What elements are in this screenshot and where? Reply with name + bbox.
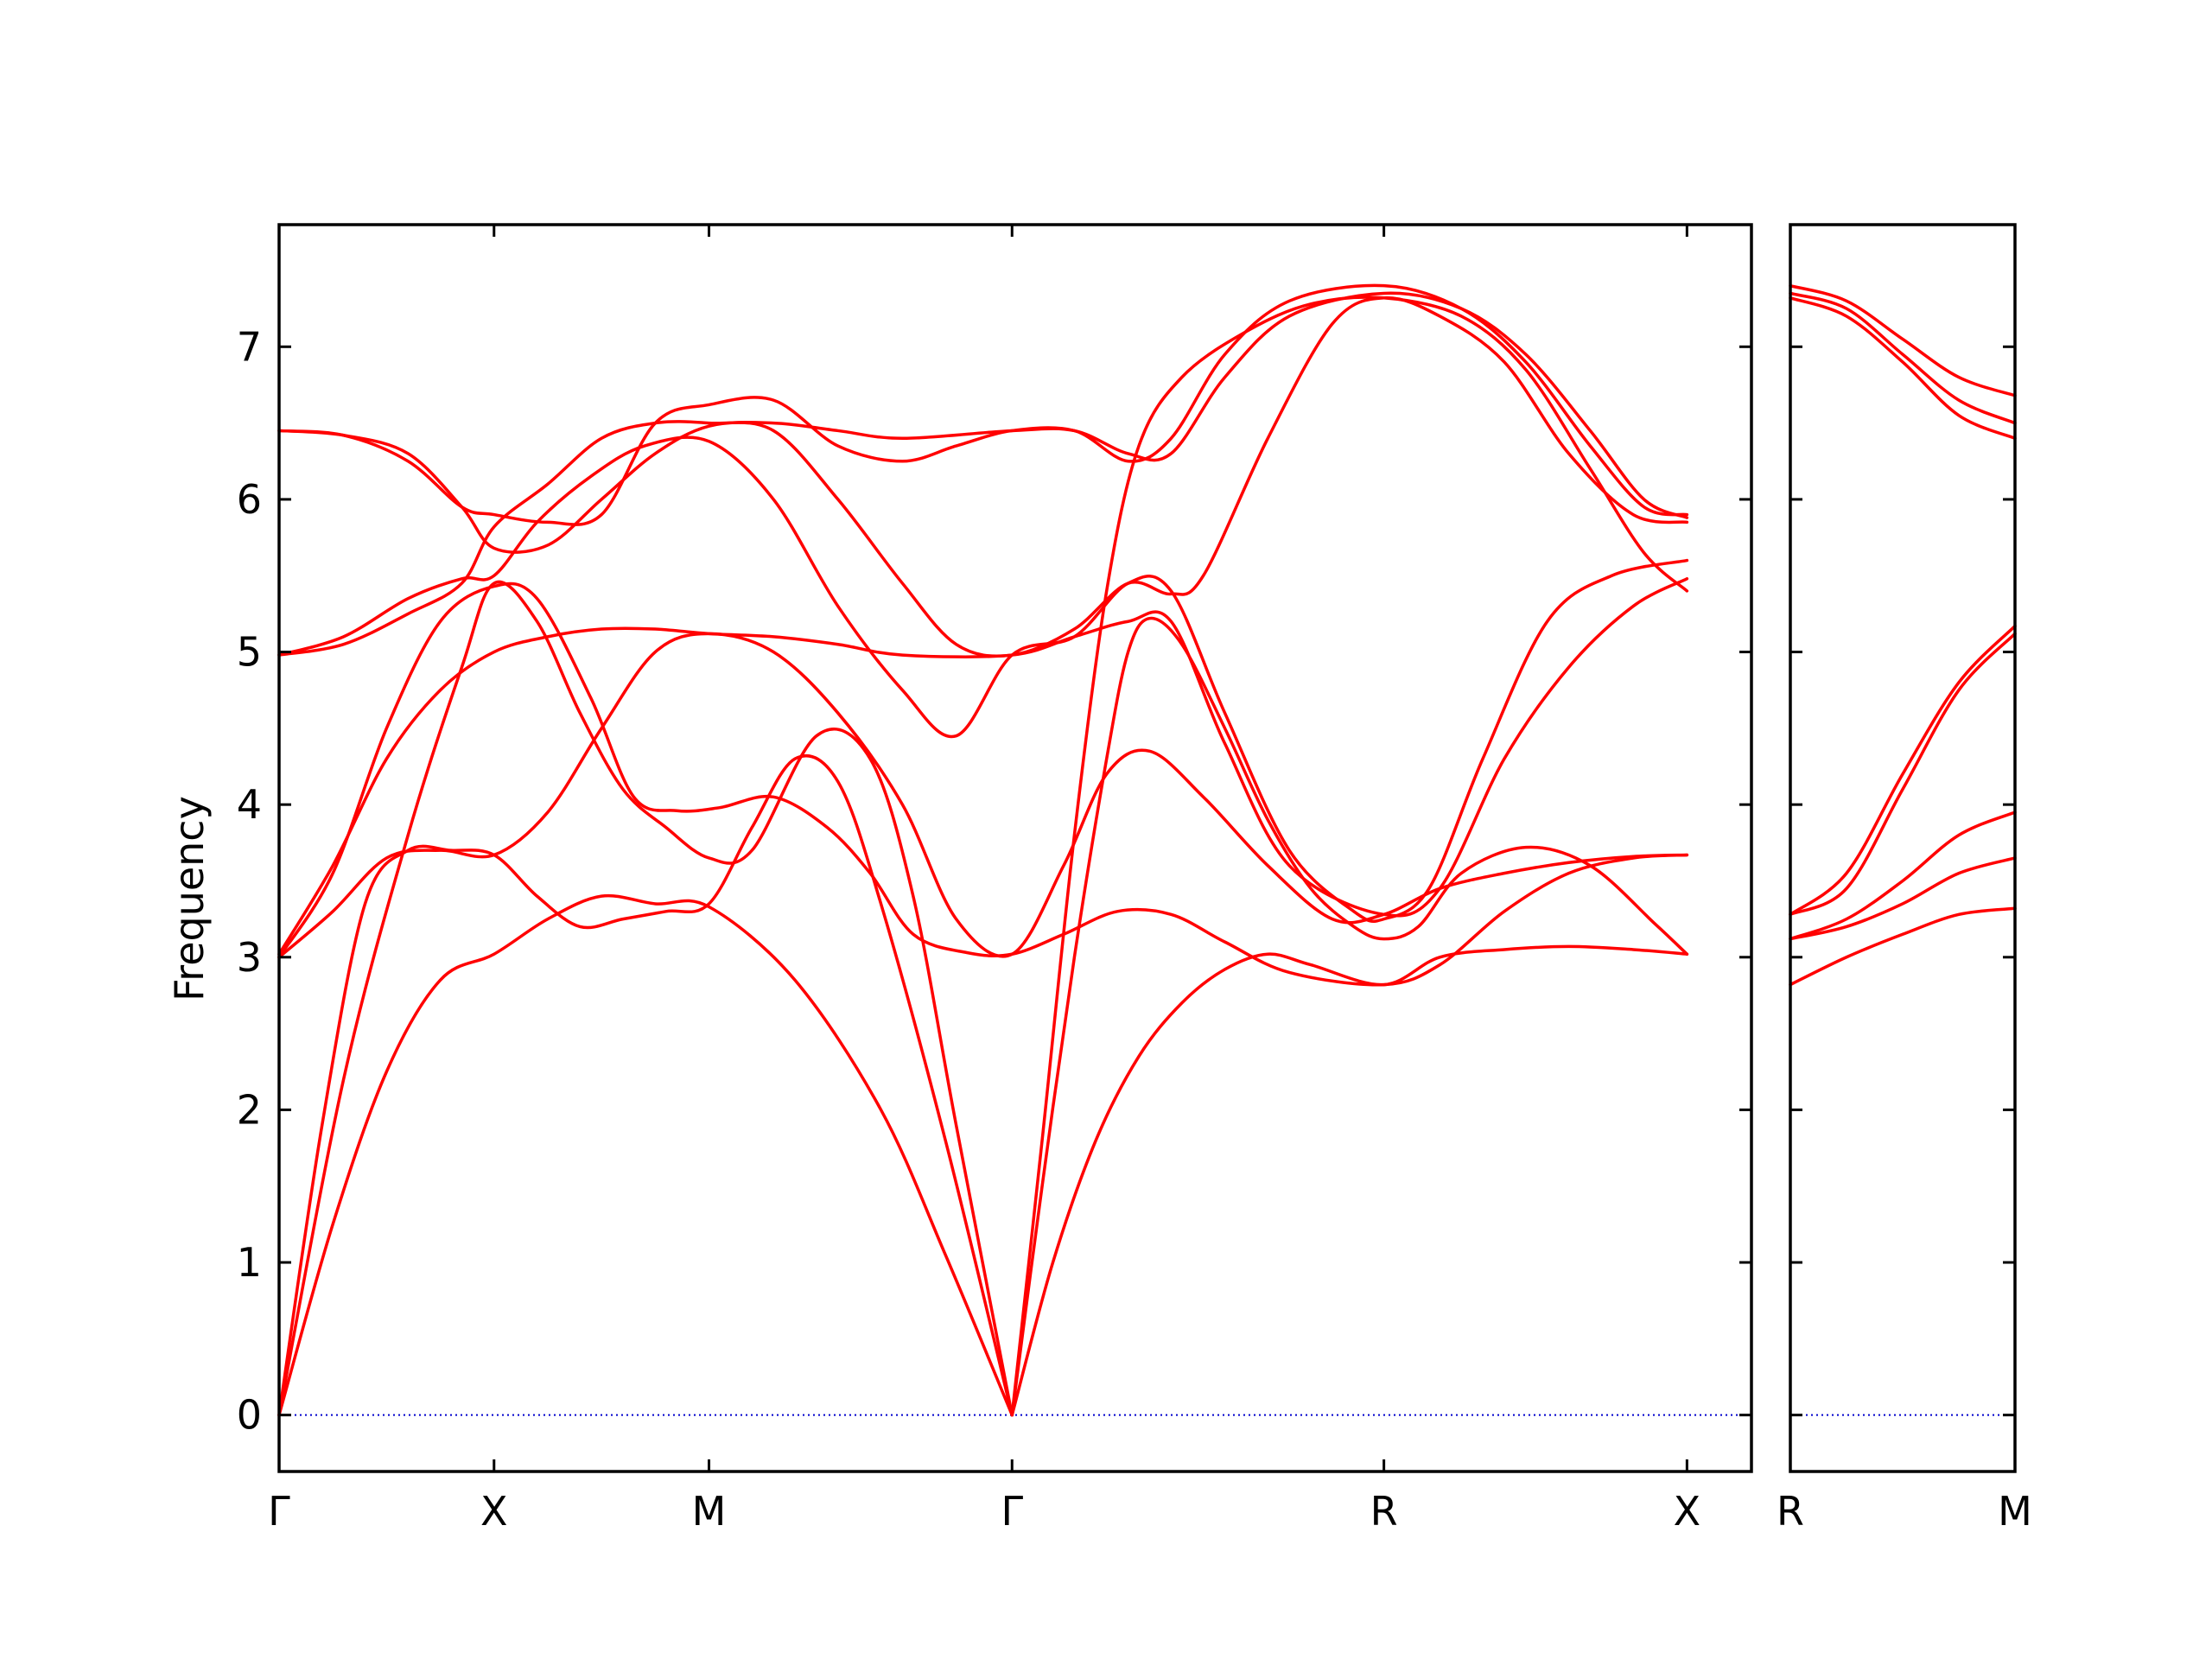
band-line-panel1-4 bbox=[1010, 944, 1689, 1417]
y-tick-label: 4 bbox=[237, 781, 262, 828]
x-tick-label: X bbox=[480, 1488, 508, 1535]
band-line-panel1-3 bbox=[277, 753, 1014, 1417]
x-tick-label: R bbox=[1777, 1488, 1804, 1535]
y-tick-label: 6 bbox=[237, 476, 262, 523]
y-tick-label: 0 bbox=[237, 1392, 262, 1439]
band-line-panel2-6 bbox=[1789, 296, 2017, 441]
x-tick-label: R bbox=[1370, 1488, 1398, 1535]
x-tick-label: M bbox=[1998, 1488, 2032, 1535]
band-lines-layer bbox=[277, 283, 2017, 1417]
y-tick-label: 5 bbox=[237, 629, 262, 676]
band-line-panel2-1 bbox=[1789, 906, 2017, 987]
band-line-panel1-10 bbox=[277, 435, 1689, 924]
band-line-panel1-8 bbox=[277, 632, 1689, 959]
x-tick-label: X bbox=[1674, 1488, 1701, 1535]
panel-frames-layer bbox=[277, 223, 2017, 1473]
band-line-panel1-2 bbox=[277, 580, 1014, 1417]
band-line-panel2-5 bbox=[1789, 624, 2017, 917]
band-line-panel1-9 bbox=[277, 577, 1689, 956]
y-tick-label: 1 bbox=[237, 1239, 262, 1286]
band-line-panel2-7 bbox=[1789, 291, 2017, 425]
y-tick-label: 3 bbox=[237, 934, 262, 981]
y-axis-label: Frequency bbox=[166, 796, 213, 1001]
band-line-panel1-7 bbox=[277, 582, 1689, 987]
x-tick-label: M bbox=[692, 1488, 727, 1535]
x-tick-label: Γ bbox=[1001, 1488, 1023, 1535]
band-line-panel2-3 bbox=[1789, 810, 2017, 941]
y-tick-label: 7 bbox=[237, 323, 262, 370]
tick-labels-layer: Γ X M Γ R X R M 0 1 2 3 4 5 6 7 bbox=[237, 323, 2032, 1535]
y-tick-label: 2 bbox=[237, 1086, 262, 1133]
band-line-panel1-13 bbox=[277, 283, 1689, 526]
band-line-panel2-4 bbox=[1789, 632, 2017, 917]
panel-frame-1 bbox=[277, 223, 1753, 1473]
band-line-panel1-11 bbox=[277, 296, 1689, 658]
band-line-panel2-2 bbox=[1789, 856, 2017, 941]
ticks-layer bbox=[277, 225, 2017, 1471]
x-tick-label: Γ bbox=[268, 1488, 290, 1535]
band-line-panel1-6 bbox=[1010, 296, 1689, 1417]
band-line-panel1-5 bbox=[1010, 616, 1689, 1417]
panel-frame-2 bbox=[1789, 223, 2017, 1473]
band-line-panel1-1 bbox=[277, 893, 1014, 1417]
band-line-panel2-8 bbox=[1789, 283, 2017, 397]
